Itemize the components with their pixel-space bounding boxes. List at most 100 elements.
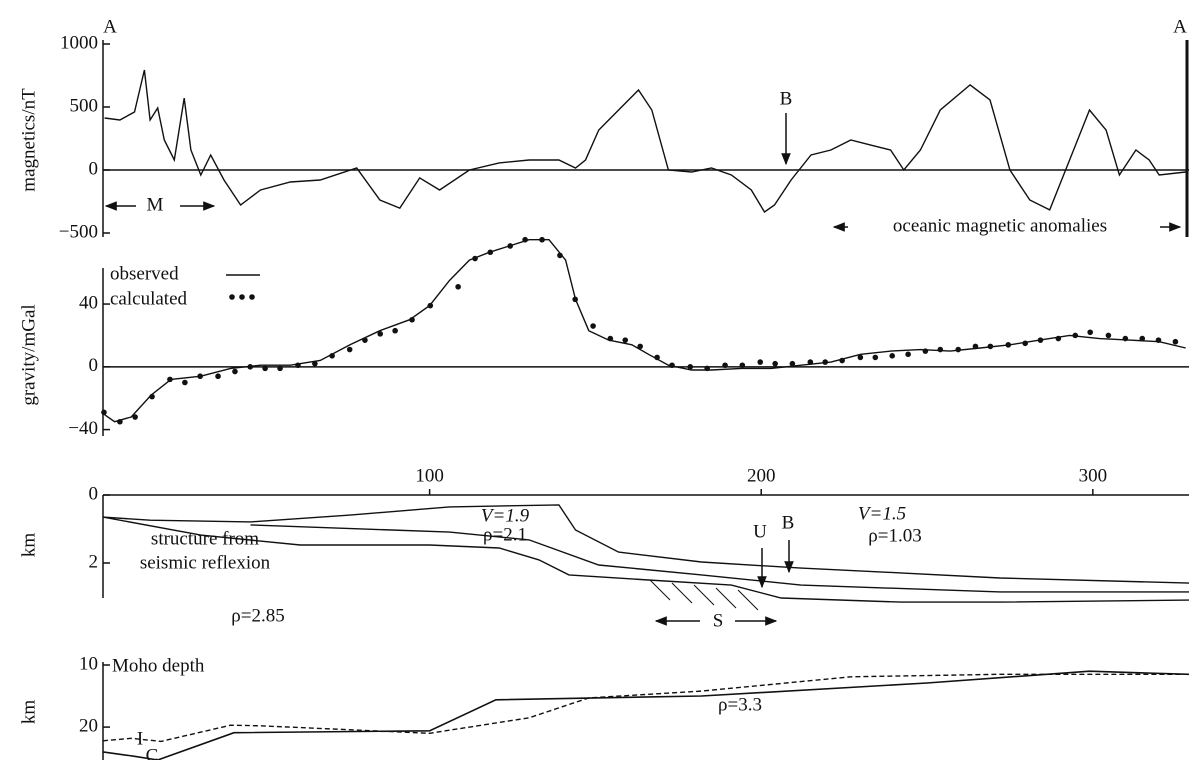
data-dot	[858, 355, 864, 361]
data-dot	[362, 337, 368, 343]
annotation: ρ=2.85	[231, 605, 284, 626]
data-dot	[472, 256, 478, 262]
data-dot	[522, 237, 528, 243]
data-dot	[1173, 339, 1179, 345]
faults	[650, 580, 758, 610]
page: magnetics/nT 1000 500 0 −500 A A B Moceanic magn…	[0, 0, 1189, 760]
data-dot	[973, 344, 979, 350]
y-tick-label: 10	[79, 653, 98, 674]
data-dot	[347, 347, 353, 353]
data-dot	[740, 362, 746, 368]
annotation: U	[753, 521, 767, 542]
data-dot	[197, 373, 203, 379]
data-dot	[182, 380, 188, 386]
data-dot	[637, 344, 643, 350]
data-dot	[1156, 337, 1162, 343]
data-dot	[409, 317, 415, 323]
data-dot	[923, 348, 929, 354]
y-tick-label: −40	[68, 418, 98, 439]
y-tick-label: −500	[59, 221, 98, 242]
data-dot	[772, 361, 778, 367]
data-line	[103, 671, 1189, 760]
y-tick-label: 20	[79, 715, 98, 736]
data-dot	[215, 373, 221, 379]
data-dot	[1123, 336, 1129, 342]
data-dot	[487, 249, 493, 255]
annotation: ρ=3.3	[718, 694, 762, 715]
data-line	[251, 525, 1189, 592]
data-dot	[101, 410, 107, 416]
data-line	[105, 240, 1186, 422]
data-dot	[608, 336, 614, 342]
data-dot	[232, 369, 238, 375]
y-tick-label: 1000	[60, 32, 98, 53]
data-dot	[1106, 333, 1112, 339]
data-dot	[790, 361, 796, 367]
annotation: A	[1173, 16, 1187, 37]
data-dot	[622, 337, 628, 343]
data-line	[105, 70, 1186, 212]
data-dot	[687, 364, 693, 370]
data-dot	[167, 377, 173, 383]
legend-symbol	[239, 294, 245, 300]
data-dot	[455, 284, 461, 290]
annotation: ρ=1.03	[868, 525, 921, 546]
annotation: V=1.9	[481, 505, 530, 526]
annotation: ρ=2.1	[483, 524, 527, 545]
annotation: Moho depth	[112, 655, 205, 676]
annotation: oceanic magnetic anomalies	[893, 215, 1107, 236]
data-dot	[704, 366, 710, 372]
x-tick-label: 100	[415, 465, 444, 486]
data-dot	[132, 414, 138, 420]
x-tick-label: 200	[747, 465, 776, 486]
data-dot	[1072, 333, 1078, 339]
data-dot	[757, 359, 763, 365]
legend-label: observed	[110, 263, 179, 284]
y-axis-label: magnetics/nT	[18, 88, 39, 192]
legend-symbol	[249, 294, 255, 300]
data-dot	[937, 347, 943, 353]
annotation: A	[103, 16, 117, 37]
annotation: I	[137, 728, 143, 749]
y-tick-label: 0	[89, 355, 99, 376]
data-dot	[590, 323, 596, 329]
y-tick-label: 500	[70, 95, 99, 116]
annotation: B	[780, 88, 793, 109]
data-dot	[507, 243, 513, 249]
data-dot	[988, 344, 994, 350]
data-dot	[889, 353, 895, 359]
data-dot	[955, 347, 961, 353]
y-tick-label: 2	[89, 551, 99, 572]
data-dot	[295, 362, 301, 368]
data-dot	[277, 366, 283, 372]
data-dot	[905, 351, 911, 357]
data-dot	[427, 303, 433, 309]
data-dot	[1139, 336, 1145, 342]
data-dot	[329, 353, 335, 359]
annotation: seismic reflexion	[140, 552, 271, 573]
data-dot	[377, 331, 383, 337]
data-dot	[654, 355, 660, 361]
data-dot	[262, 366, 268, 372]
y-axis-label: gravity/mGal	[18, 304, 39, 405]
data-dot	[247, 364, 253, 370]
data-line	[103, 674, 1189, 741]
y-tick-label: 40	[79, 292, 98, 313]
data-dot	[557, 253, 563, 259]
annotation: structure from	[151, 528, 259, 549]
annotation: B	[782, 512, 795, 533]
data-dot	[1038, 337, 1044, 343]
data-dot	[1005, 342, 1011, 348]
data-dot	[149, 394, 155, 400]
data-dot	[839, 358, 845, 364]
data-dot	[572, 297, 578, 303]
data-dot	[539, 237, 545, 243]
data-dot	[872, 355, 878, 361]
data-dot	[722, 362, 728, 368]
annotation: M	[147, 194, 164, 215]
legend-label: calculated	[110, 288, 188, 309]
arrows	[106, 40, 1187, 621]
data-dot	[1022, 340, 1028, 346]
data-dot	[669, 362, 675, 368]
data-dot	[117, 419, 123, 425]
